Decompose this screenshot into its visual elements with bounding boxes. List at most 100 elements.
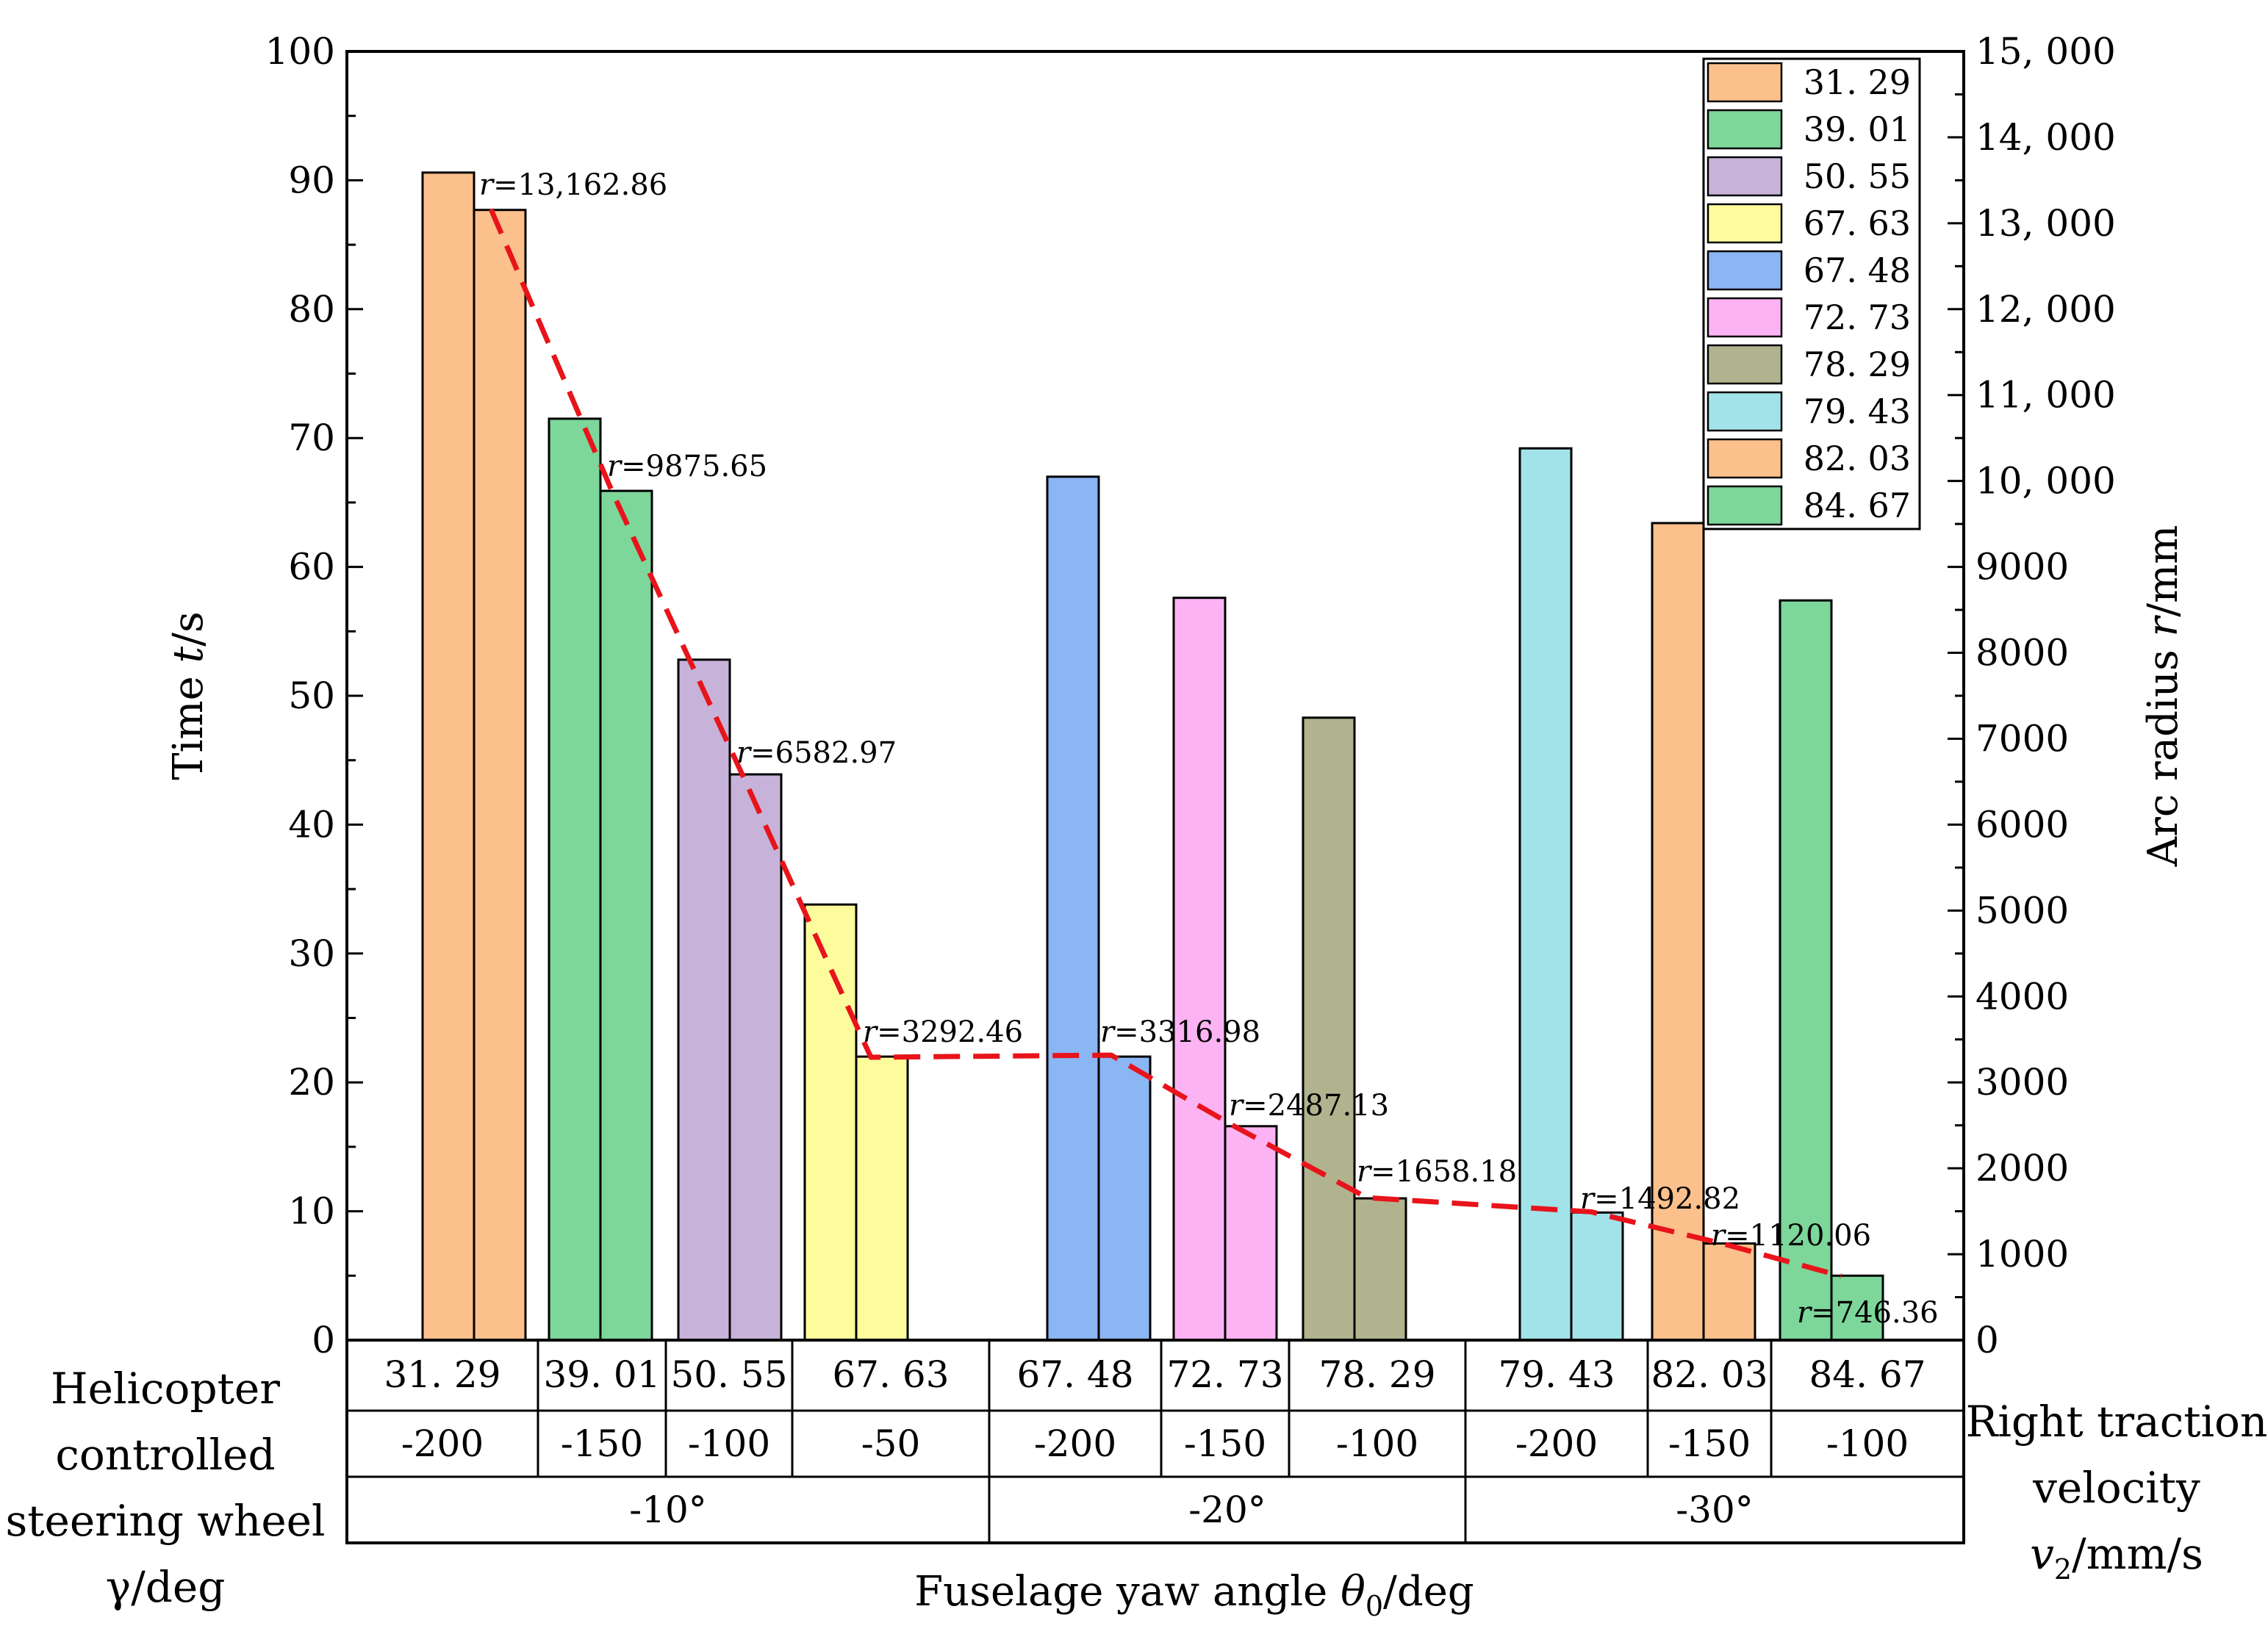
arc-radius-labels: r=13,162.86 r=9875.65 r=6582.97 r=3292.46 r=… (479, 168, 1939, 1330)
bar-3-2 (728, 773, 783, 1342)
bars-layer (421, 171, 1884, 1342)
left-axis-title: Time t/s (165, 611, 212, 780)
velocity-cell: -50 (861, 1422, 921, 1465)
right-tick-label: 12, 000 (1975, 288, 2116, 331)
right-table-label-line: velocity (2032, 1463, 2200, 1513)
right-tick-label: 2000 (1975, 1147, 2069, 1189)
left-tick-label: 100 (265, 30, 335, 73)
left-tick-label: 0 (312, 1319, 335, 1361)
yaw-cell: -10° (629, 1489, 707, 1531)
velocity-cell: -100 (1826, 1422, 1909, 1465)
left-table-label-line: controlled (55, 1430, 275, 1480)
legend-label: 82. 03 (1804, 439, 1911, 478)
left-tick-label: 20 (288, 1061, 335, 1104)
right-tick-label: 8000 (1975, 632, 2069, 674)
parameter-table: 31. 29 39. 01 50. 55 67. 63 67. 48 72. 73 78. … (345, 1339, 1965, 1544)
right-tick-label: 7000 (1975, 717, 2069, 760)
gamma-cell: 78. 29 (1318, 1353, 1435, 1396)
right-axis-title: Arc radius r/mm (2139, 525, 2187, 868)
legend-label: 79. 43 (1804, 392, 1911, 431)
r-label-1: r=13,162.86 (479, 168, 667, 202)
velocity-cell: -150 (561, 1422, 643, 1465)
arc-radius-line-layer (488, 208, 1842, 1279)
bar-8-1 (1518, 447, 1573, 1342)
bar-1-2 (473, 209, 527, 1342)
bar-7-1 (1302, 716, 1356, 1342)
right-tick-label: 10, 000 (1975, 460, 2116, 503)
legend-swatch (1707, 156, 1783, 197)
r-label-2: r=9875.65 (607, 450, 767, 483)
axis-titles: Time t/s Arc radius r/mm Helicopter control… (5, 525, 2267, 1622)
right-tick-label: 15, 000 (1975, 30, 2116, 73)
legend-swatch (1707, 109, 1783, 150)
bar-5-2 (1097, 1055, 1152, 1342)
legend-swatch (1707, 438, 1783, 479)
r-label-9: r=1120.06 (1711, 1219, 1871, 1253)
left-tick-label: 90 (288, 159, 335, 201)
left-table-label-line: γ/deg (106, 1562, 226, 1612)
velocity-cell: -150 (1668, 1422, 1751, 1465)
legend-label: 39. 01 (1804, 109, 1911, 149)
gamma-cell: 39. 01 (543, 1353, 660, 1396)
legend-swatch (1707, 391, 1783, 432)
right-tick-label: 14, 000 (1975, 116, 2116, 159)
bar-2-1 (548, 417, 602, 1342)
x-axis-title: Fuselage yaw angle θ0/deg (914, 1568, 1474, 1622)
right-tick-label: 6000 (1975, 803, 2069, 846)
bar-8-2 (1570, 1211, 1624, 1342)
left-tick-label: 80 (288, 288, 335, 331)
left-tick-label: 50 (288, 674, 335, 717)
yaw-cell: -20° (1188, 1489, 1266, 1531)
legend-swatch (1707, 62, 1783, 103)
right-tick-label: 11, 000 (1975, 374, 2116, 417)
bar-6-2 (1224, 1125, 1278, 1342)
velocity-cell: -200 (1515, 1422, 1598, 1465)
legend-swatch (1707, 485, 1783, 526)
bar-1-1 (421, 171, 476, 1342)
velocity-cell: -200 (1034, 1422, 1116, 1465)
r-label-10: r=746.36 (1797, 1296, 1939, 1330)
left-table-label-line: steering wheel (5, 1496, 325, 1546)
legend-label: 50. 55 (1804, 156, 1911, 196)
bar-9-1 (1651, 522, 1705, 1342)
bar-7-2 (1353, 1197, 1407, 1342)
bar-5-1 (1046, 475, 1100, 1342)
legend-label: 67. 48 (1804, 251, 1911, 290)
velocity-cell: -100 (1336, 1422, 1418, 1465)
right-tick-label: 1000 (1975, 1233, 2069, 1275)
velocity-cell: -100 (688, 1422, 770, 1465)
gamma-cell: 72. 73 (1166, 1353, 1283, 1396)
right-tick-label: 0 (1975, 1319, 1999, 1361)
gamma-cell: 50. 55 (670, 1353, 787, 1396)
gamma-cell: 84. 67 (1809, 1353, 1926, 1396)
legend-label: 78. 29 (1804, 345, 1911, 384)
legend-swatch (1707, 344, 1783, 385)
bar-4-1 (803, 903, 858, 1342)
bar-6-1 (1172, 597, 1227, 1342)
r-label-7: r=1658.18 (1357, 1155, 1517, 1189)
gamma-cell: 67. 48 (1016, 1353, 1133, 1396)
gamma-cell: 67. 63 (832, 1353, 949, 1396)
bar-10-1 (1779, 599, 1833, 1342)
velocity-cell: -200 (401, 1422, 484, 1465)
legend-swatch (1707, 297, 1783, 338)
bar-4-2 (855, 1055, 909, 1342)
table-border (345, 1339, 1965, 1544)
r-label-6: r=2487.13 (1229, 1089, 1389, 1123)
axes-layer: 0102030405060708090100010002000300040005… (265, 30, 2116, 1361)
right-tick-label: 13, 000 (1975, 202, 2116, 245)
left-tick-label: 10 (288, 1190, 335, 1233)
right-table-label-line: v2/mm/s (2030, 1529, 2203, 1586)
legend-label: 84. 67 (1804, 486, 1911, 525)
legend-swatch (1707, 203, 1783, 244)
legend-label: 31. 29 (1804, 62, 1911, 102)
right-tick-label: 4000 (1975, 975, 2069, 1018)
left-table-label-line: Helicopter (51, 1364, 280, 1414)
yaw-cell: -30° (1676, 1489, 1754, 1531)
legend: 31. 29 39. 01 50. 55 67. 63 67. 48 72. 73 78. … (1702, 57, 1921, 530)
r-label-8: r=1492.82 (1580, 1182, 1740, 1216)
gamma-cell: 82. 03 (1651, 1353, 1768, 1396)
r-label-4: r=3292.46 (863, 1015, 1023, 1049)
left-tick-label: 70 (288, 417, 335, 459)
right-tick-label: 9000 (1975, 546, 2069, 589)
